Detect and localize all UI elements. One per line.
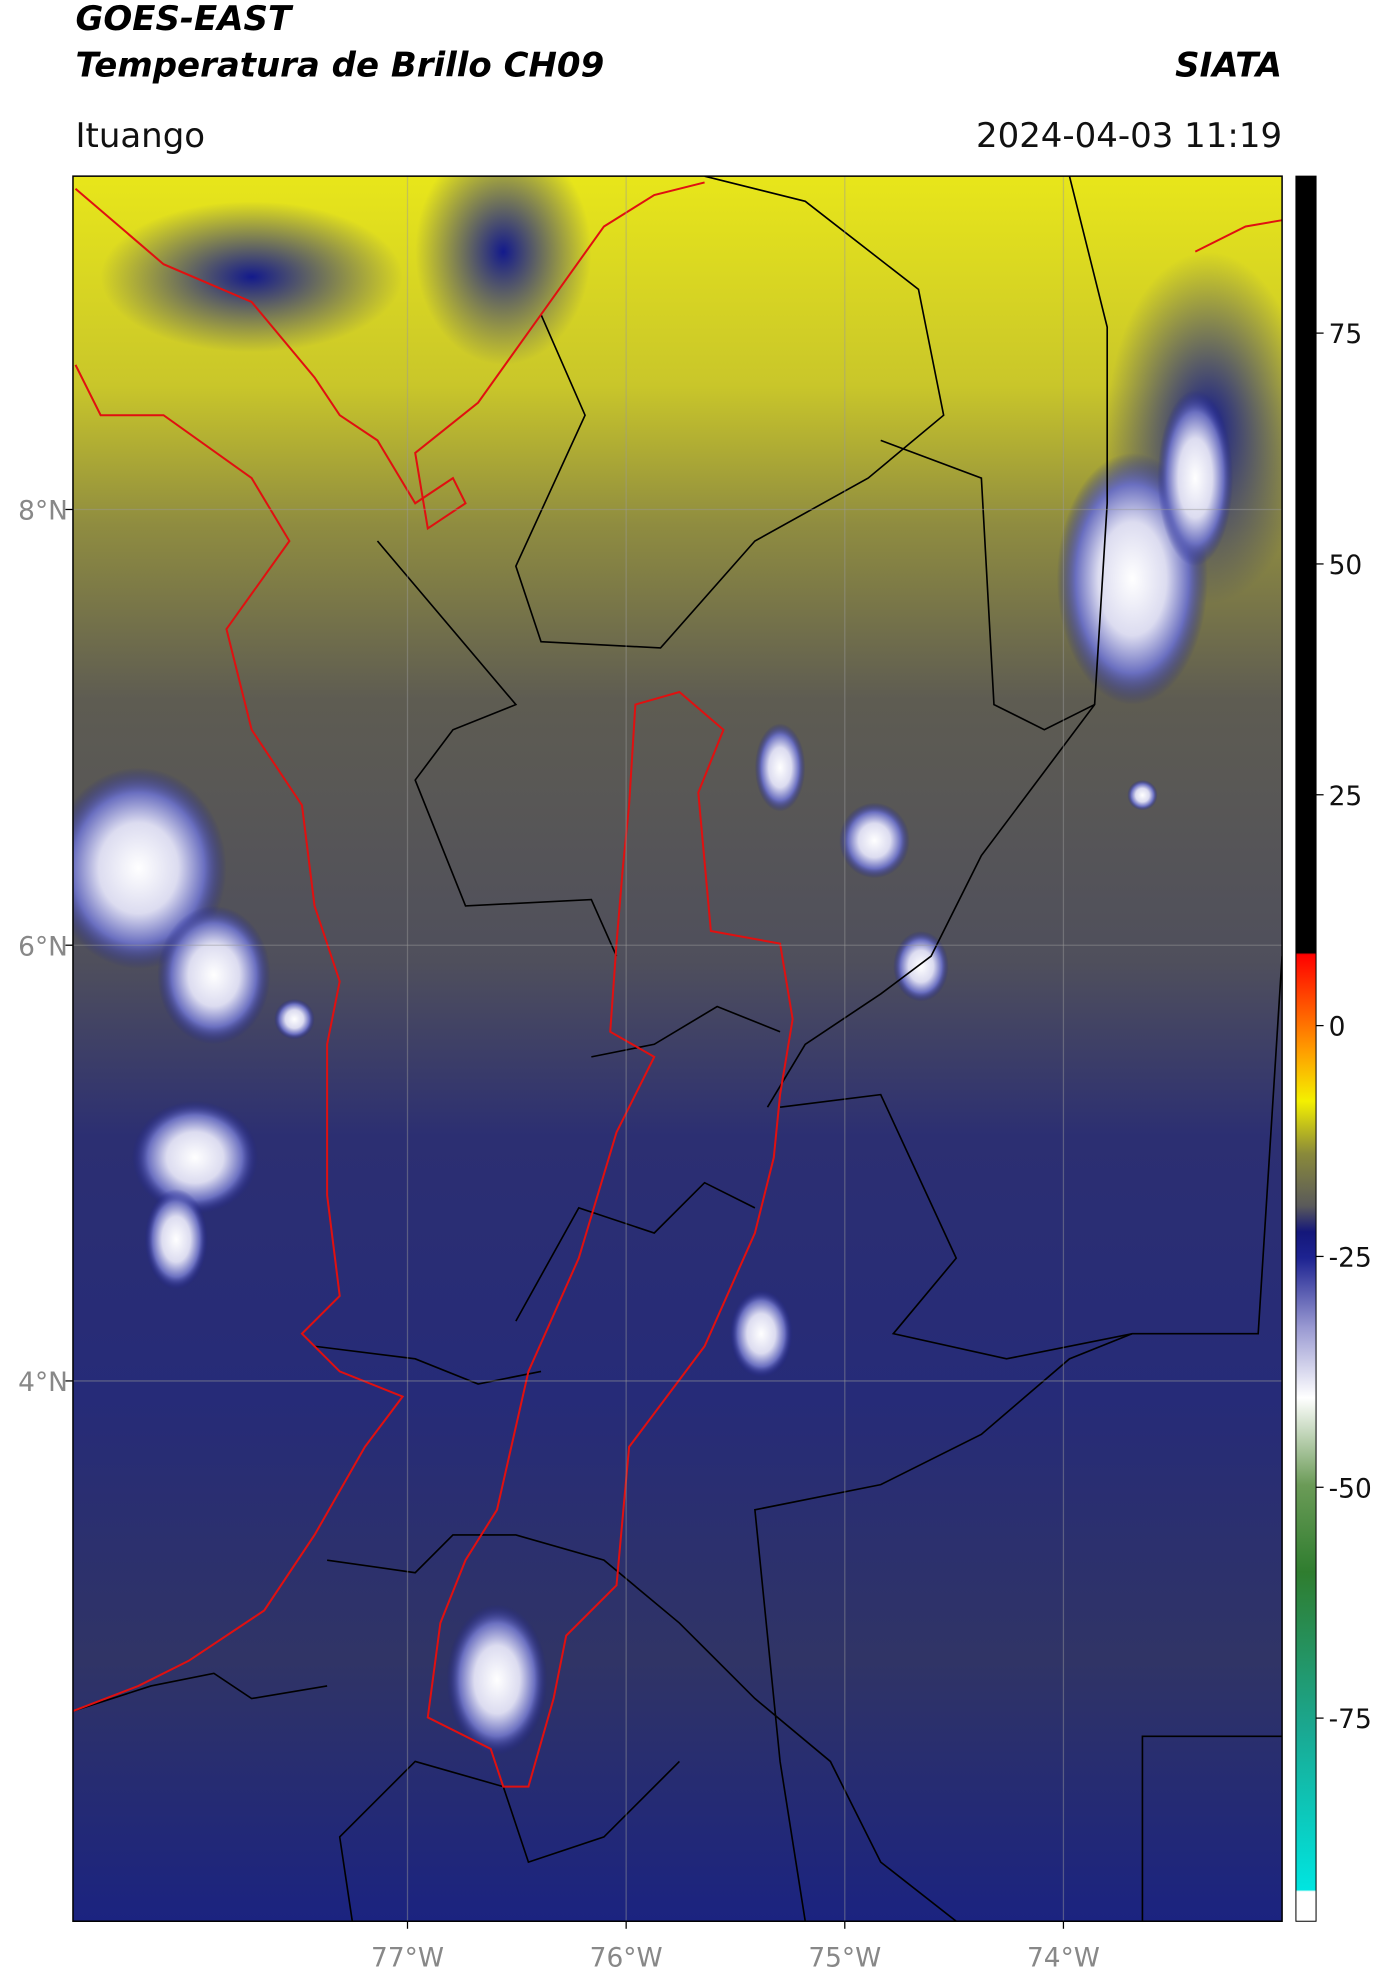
grid: [65, 176, 1283, 1929]
colorbar-tick-label: -25: [1329, 1243, 1372, 1274]
cloud-region: [100, 201, 403, 353]
cloud-region: [132, 1100, 258, 1215]
colorbar-tick-label: 0: [1329, 1012, 1346, 1043]
border: [1141, 1735, 1283, 1922]
colorbar-tick-label: -75: [1329, 1704, 1372, 1735]
cloud-region: [1127, 780, 1158, 811]
border: [754, 1332, 1133, 1922]
border: [779, 956, 1283, 1360]
x-tick-label: 76°W: [590, 1943, 663, 1974]
border: [766, 176, 1109, 1108]
border: [515, 1181, 756, 1322]
border: [327, 1534, 957, 1922]
colorbar: [1295, 175, 1317, 1922]
source: SIATA: [1175, 46, 1282, 86]
border: [514, 176, 945, 649]
cloud-region: [415, 176, 592, 365]
subtitle: Temperatura de Brillo CH09: [75, 46, 604, 86]
coastline: [72, 364, 405, 1713]
colorbar-ticks: 75 50 25 0 -25 -50 -75: [1316, 319, 1372, 1735]
ituango-outline: [426, 690, 794, 1788]
border: [880, 439, 1095, 731]
y-tick-label: 8°N: [18, 496, 68, 527]
colorbar-tick-label: 25: [1329, 781, 1363, 812]
location: Ituango: [75, 116, 205, 156]
datetime: 2024-04-03 11:19: [976, 116, 1282, 156]
cloud-region: [754, 723, 806, 812]
cloud-region: [729, 1289, 793, 1378]
cloud-region: [144, 1188, 208, 1290]
coastline: [74, 181, 705, 531]
red-borders: [72, 181, 1283, 1788]
x-tick-label: 77°W: [371, 1943, 444, 1974]
temperature-field: [72, 176, 1283, 1922]
border: [314, 1345, 542, 1385]
map-frame: [72, 175, 1283, 1922]
cloud-region: [446, 1604, 548, 1756]
border: [72, 1672, 328, 1712]
title: GOES-EAST: [75, 0, 293, 39]
cloud-region: [893, 931, 949, 1002]
x-tick-label: 75°W: [808, 1943, 881, 1974]
border: [376, 540, 618, 957]
y-tick-label: 4°N: [18, 1367, 68, 1398]
border: [591, 1005, 781, 1058]
map-field: [72, 176, 1283, 1922]
colorbar-tick-label: 50: [1329, 550, 1363, 581]
cloud-region: [274, 998, 315, 1040]
cloud-region: [839, 802, 910, 879]
admin-borders: [72, 176, 1283, 1922]
y-tick-label: 6°N: [18, 931, 68, 962]
colorbar-tick-label: 75: [1329, 319, 1363, 350]
cloud-region: [1157, 390, 1234, 567]
colorbar-tick-label: -50: [1329, 1473, 1372, 1504]
x-tick-label: 74°W: [1027, 1943, 1100, 1974]
coastline: [1194, 219, 1283, 253]
cloud-region: [157, 905, 271, 1045]
